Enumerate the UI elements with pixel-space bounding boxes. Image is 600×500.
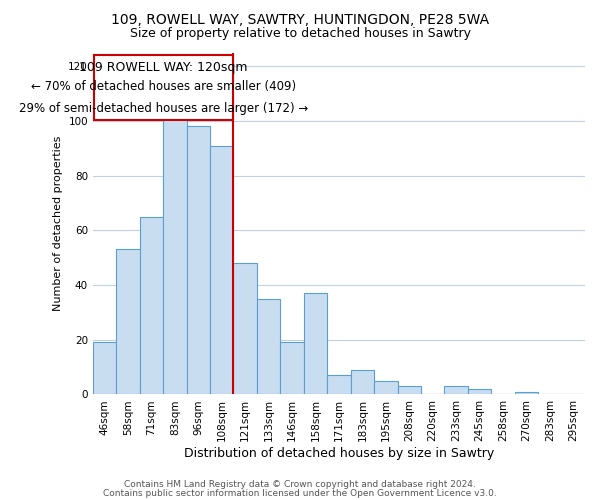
Bar bbox=[163, 118, 187, 394]
Bar bbox=[94, 55, 233, 120]
Bar bbox=[257, 298, 280, 394]
Bar bbox=[187, 126, 210, 394]
Bar bbox=[233, 263, 257, 394]
Text: Contains HM Land Registry data © Crown copyright and database right 2024.: Contains HM Land Registry data © Crown c… bbox=[124, 480, 476, 489]
Text: Size of property relative to detached houses in Sawtry: Size of property relative to detached ho… bbox=[130, 28, 470, 40]
Bar bbox=[210, 146, 233, 394]
Bar bbox=[140, 216, 163, 394]
Bar bbox=[116, 250, 140, 394]
Bar bbox=[374, 381, 398, 394]
Bar bbox=[304, 293, 327, 394]
Bar bbox=[280, 342, 304, 394]
Bar bbox=[398, 386, 421, 394]
Bar bbox=[350, 370, 374, 394]
Bar bbox=[93, 342, 116, 394]
Bar bbox=[327, 376, 350, 394]
Text: 29% of semi-detached houses are larger (172) →: 29% of semi-detached houses are larger (… bbox=[19, 102, 308, 114]
Text: ← 70% of detached houses are smaller (409): ← 70% of detached houses are smaller (40… bbox=[31, 80, 296, 93]
X-axis label: Distribution of detached houses by size in Sawtry: Distribution of detached houses by size … bbox=[184, 447, 494, 460]
Y-axis label: Number of detached properties: Number of detached properties bbox=[53, 136, 62, 311]
Text: 109 ROWELL WAY: 120sqm: 109 ROWELL WAY: 120sqm bbox=[79, 60, 248, 74]
Text: 109, ROWELL WAY, SAWTRY, HUNTINGDON, PE28 5WA: 109, ROWELL WAY, SAWTRY, HUNTINGDON, PE2… bbox=[111, 12, 489, 26]
Bar bbox=[468, 389, 491, 394]
Bar bbox=[515, 392, 538, 394]
Bar bbox=[445, 386, 468, 394]
Text: Contains public sector information licensed under the Open Government Licence v3: Contains public sector information licen… bbox=[103, 488, 497, 498]
